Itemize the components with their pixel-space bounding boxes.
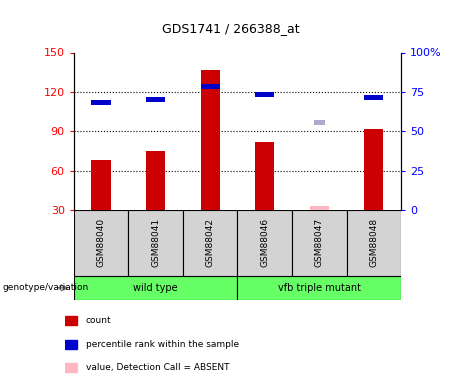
Text: GSM88042: GSM88042: [206, 218, 215, 267]
Bar: [65, 340, 77, 349]
Bar: [237, 210, 292, 276]
Text: GSM88048: GSM88048: [369, 218, 378, 267]
Bar: [74, 210, 128, 276]
Text: percentile rank within the sample: percentile rank within the sample: [86, 340, 239, 349]
Bar: [364, 129, 384, 210]
Bar: [74, 276, 237, 300]
Text: count: count: [86, 316, 111, 325]
Text: value, Detection Call = ABSENT: value, Detection Call = ABSENT: [86, 363, 229, 372]
Text: GSM88040: GSM88040: [96, 218, 106, 267]
Bar: [255, 92, 274, 97]
Text: genotype/variation: genotype/variation: [2, 284, 89, 292]
Bar: [65, 363, 77, 372]
Text: GSM88046: GSM88046: [260, 218, 269, 267]
Bar: [91, 160, 111, 210]
Bar: [364, 95, 384, 100]
Bar: [313, 120, 325, 126]
Bar: [183, 210, 237, 276]
Text: GSM88047: GSM88047: [315, 218, 324, 267]
Bar: [146, 97, 165, 102]
Bar: [237, 276, 401, 300]
Bar: [310, 206, 329, 210]
Bar: [255, 142, 274, 210]
Text: wild type: wild type: [133, 283, 178, 293]
Bar: [201, 70, 220, 210]
Bar: [146, 151, 165, 210]
Bar: [128, 210, 183, 276]
Text: GDS1741 / 266388_at: GDS1741 / 266388_at: [162, 22, 299, 36]
Bar: [292, 210, 347, 276]
Text: vfb triple mutant: vfb triple mutant: [278, 283, 361, 293]
Text: GSM88041: GSM88041: [151, 218, 160, 267]
Bar: [91, 100, 111, 105]
Bar: [347, 210, 401, 276]
Bar: [65, 316, 77, 325]
Bar: [201, 84, 220, 89]
